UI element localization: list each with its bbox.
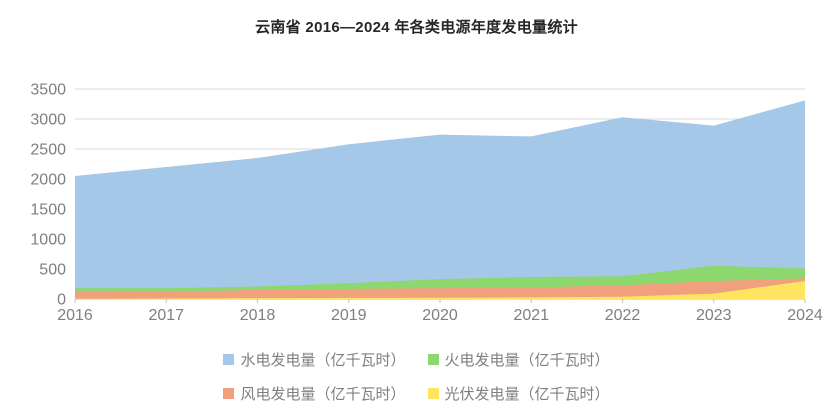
legend-marker-thermal bbox=[427, 354, 439, 365]
x-axis-tick-label: 2024 bbox=[787, 307, 823, 324]
legend-marker-solar bbox=[427, 388, 439, 399]
x-axis-tick-label: 2019 bbox=[331, 307, 367, 324]
legend-item-thermal: 火电发电量（亿千瓦时） bbox=[427, 349, 610, 370]
area-solar bbox=[75, 281, 805, 299]
x-axis-tick-label: 2016 bbox=[57, 307, 93, 324]
legend-item-solar: 光伏发电量（亿千瓦时） bbox=[427, 383, 610, 404]
legend-label-hydro: 水电发电量（亿千瓦时） bbox=[240, 352, 406, 369]
x-axis-tick-label: 2020 bbox=[422, 307, 458, 324]
y-axis-tick-label: 3500 bbox=[30, 82, 66, 99]
legend-marker-hydro bbox=[223, 354, 235, 365]
y-axis-tick-label: 1000 bbox=[30, 232, 66, 249]
chart-legend: 水电发电量（亿千瓦时） 火电发电量（亿千瓦时） 风电发电量（亿千瓦时） 光伏发电… bbox=[0, 349, 833, 404]
x-axis-tick-label: 2017 bbox=[148, 307, 184, 324]
y-axis-tick-label: 1500 bbox=[30, 202, 66, 219]
legend-item-hydro: 水电发电量（亿千瓦时） bbox=[223, 349, 406, 370]
y-axis-tick-label: 2500 bbox=[30, 142, 66, 159]
x-axis-tick-label: 2022 bbox=[605, 307, 641, 324]
y-axis-tick-label: 2000 bbox=[30, 172, 66, 189]
area-wind bbox=[75, 278, 805, 299]
x-axis-tick-label: 2018 bbox=[240, 307, 276, 324]
y-axis-tick-label: 0 bbox=[57, 292, 66, 309]
x-axis-tick-label: 2023 bbox=[696, 307, 732, 324]
legend-marker-wind bbox=[223, 388, 235, 399]
chart-title: 云南省 2016—2024 年各类电源年度发电量统计 bbox=[255, 19, 578, 36]
legend-item-wind: 风电发电量（亿千瓦时） bbox=[223, 383, 406, 404]
legend-row-1: 水电发电量（亿千瓦时） 火电发电量（亿千瓦时） bbox=[223, 349, 610, 370]
legend-label-wind: 风电发电量（亿千瓦时） bbox=[240, 386, 406, 403]
x-axis-tick-label: 2021 bbox=[513, 307, 549, 324]
stacked-area-chart: 0 500 1000 1500 2000 2500 3000 3500 2016 2017 2018… bbox=[30, 82, 823, 325]
legend-label-solar: 光伏发电量（亿千瓦时） bbox=[444, 386, 610, 403]
legend-row-2: 风电发电量（亿千瓦时） 光伏发电量（亿千瓦时） bbox=[223, 383, 610, 404]
legend-label-thermal: 火电发电量（亿千瓦时） bbox=[444, 352, 610, 369]
y-axis-tick-label: 500 bbox=[39, 262, 66, 279]
area-hydro bbox=[75, 100, 805, 300]
y-axis-tick-label: 3000 bbox=[30, 112, 66, 129]
